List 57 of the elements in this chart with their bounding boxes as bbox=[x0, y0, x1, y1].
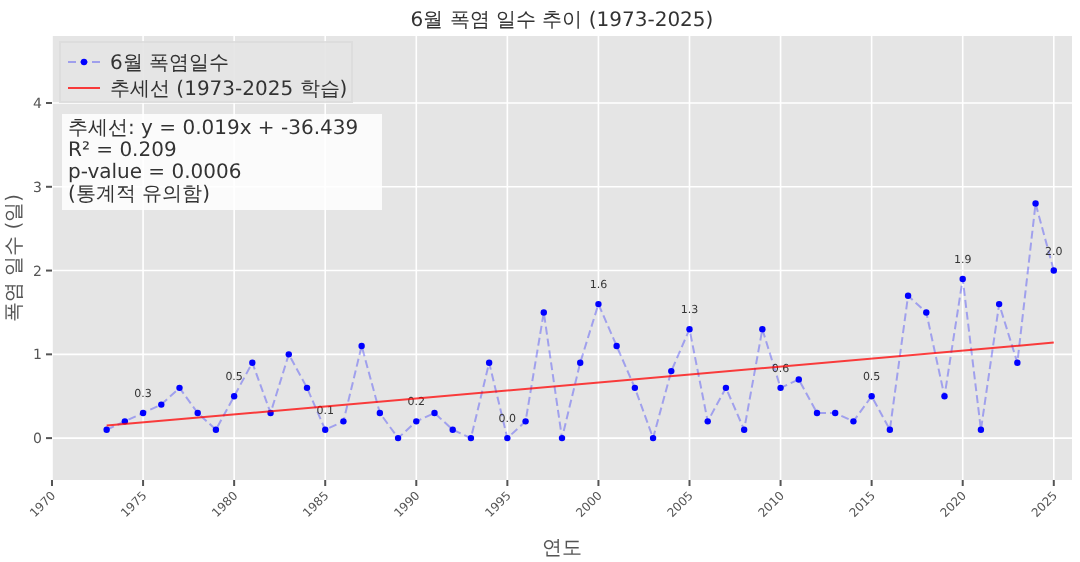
point bbox=[467, 434, 475, 442]
point bbox=[941, 393, 948, 400]
point bbox=[959, 275, 966, 283]
point bbox=[868, 393, 875, 400]
point bbox=[1032, 200, 1039, 207]
point bbox=[485, 359, 493, 366]
point bbox=[522, 418, 529, 425]
legend-label: 추세선 (1973-2025 학습) bbox=[110, 79, 348, 101]
point bbox=[795, 376, 802, 383]
point bbox=[540, 309, 547, 316]
point bbox=[340, 418, 347, 425]
point bbox=[704, 418, 711, 425]
point bbox=[230, 393, 238, 400]
point bbox=[431, 409, 438, 417]
point bbox=[103, 426, 110, 433]
point bbox=[595, 300, 602, 308]
point bbox=[886, 426, 894, 433]
point bbox=[376, 409, 384, 417]
point bbox=[686, 326, 693, 333]
point bbox=[777, 384, 784, 392]
point bbox=[504, 434, 511, 442]
annotation: 추세선: y = 0.019x + -36.439 R² = 0.209 p-value = 0.0006 (통계적 유의함) bbox=[68, 118, 359, 206]
point bbox=[212, 426, 220, 433]
point bbox=[977, 426, 985, 433]
point bbox=[413, 418, 420, 425]
point bbox=[577, 359, 584, 366]
point bbox=[322, 426, 329, 433]
point bbox=[158, 401, 165, 408]
point bbox=[1014, 359, 1021, 366]
point bbox=[1050, 267, 1057, 274]
y-axis-title: 폭염 일수 (일) bbox=[4, 193, 26, 323]
point bbox=[176, 384, 183, 392]
point bbox=[394, 434, 402, 442]
point bbox=[813, 409, 821, 417]
point bbox=[759, 326, 766, 333]
point bbox=[285, 351, 292, 358]
point bbox=[613, 342, 620, 350]
point bbox=[249, 359, 256, 366]
point bbox=[631, 384, 639, 392]
point bbox=[740, 426, 748, 433]
point bbox=[668, 367, 675, 375]
point bbox=[303, 384, 311, 392]
point bbox=[449, 426, 456, 433]
point bbox=[904, 292, 912, 299]
point bbox=[722, 384, 730, 392]
point bbox=[923, 309, 930, 316]
point bbox=[649, 434, 657, 442]
point bbox=[194, 409, 201, 417]
point bbox=[139, 409, 147, 417]
chart-title: 6월 폭염 일수 추이 (1973-2025) bbox=[410, 10, 714, 32]
point bbox=[358, 342, 365, 350]
point bbox=[995, 300, 1003, 308]
legend-label: 6월 폭염일수 bbox=[110, 53, 230, 75]
point bbox=[558, 434, 566, 442]
point bbox=[832, 409, 839, 417]
x-axis-title: 연도 bbox=[542, 538, 582, 560]
point bbox=[850, 418, 857, 425]
